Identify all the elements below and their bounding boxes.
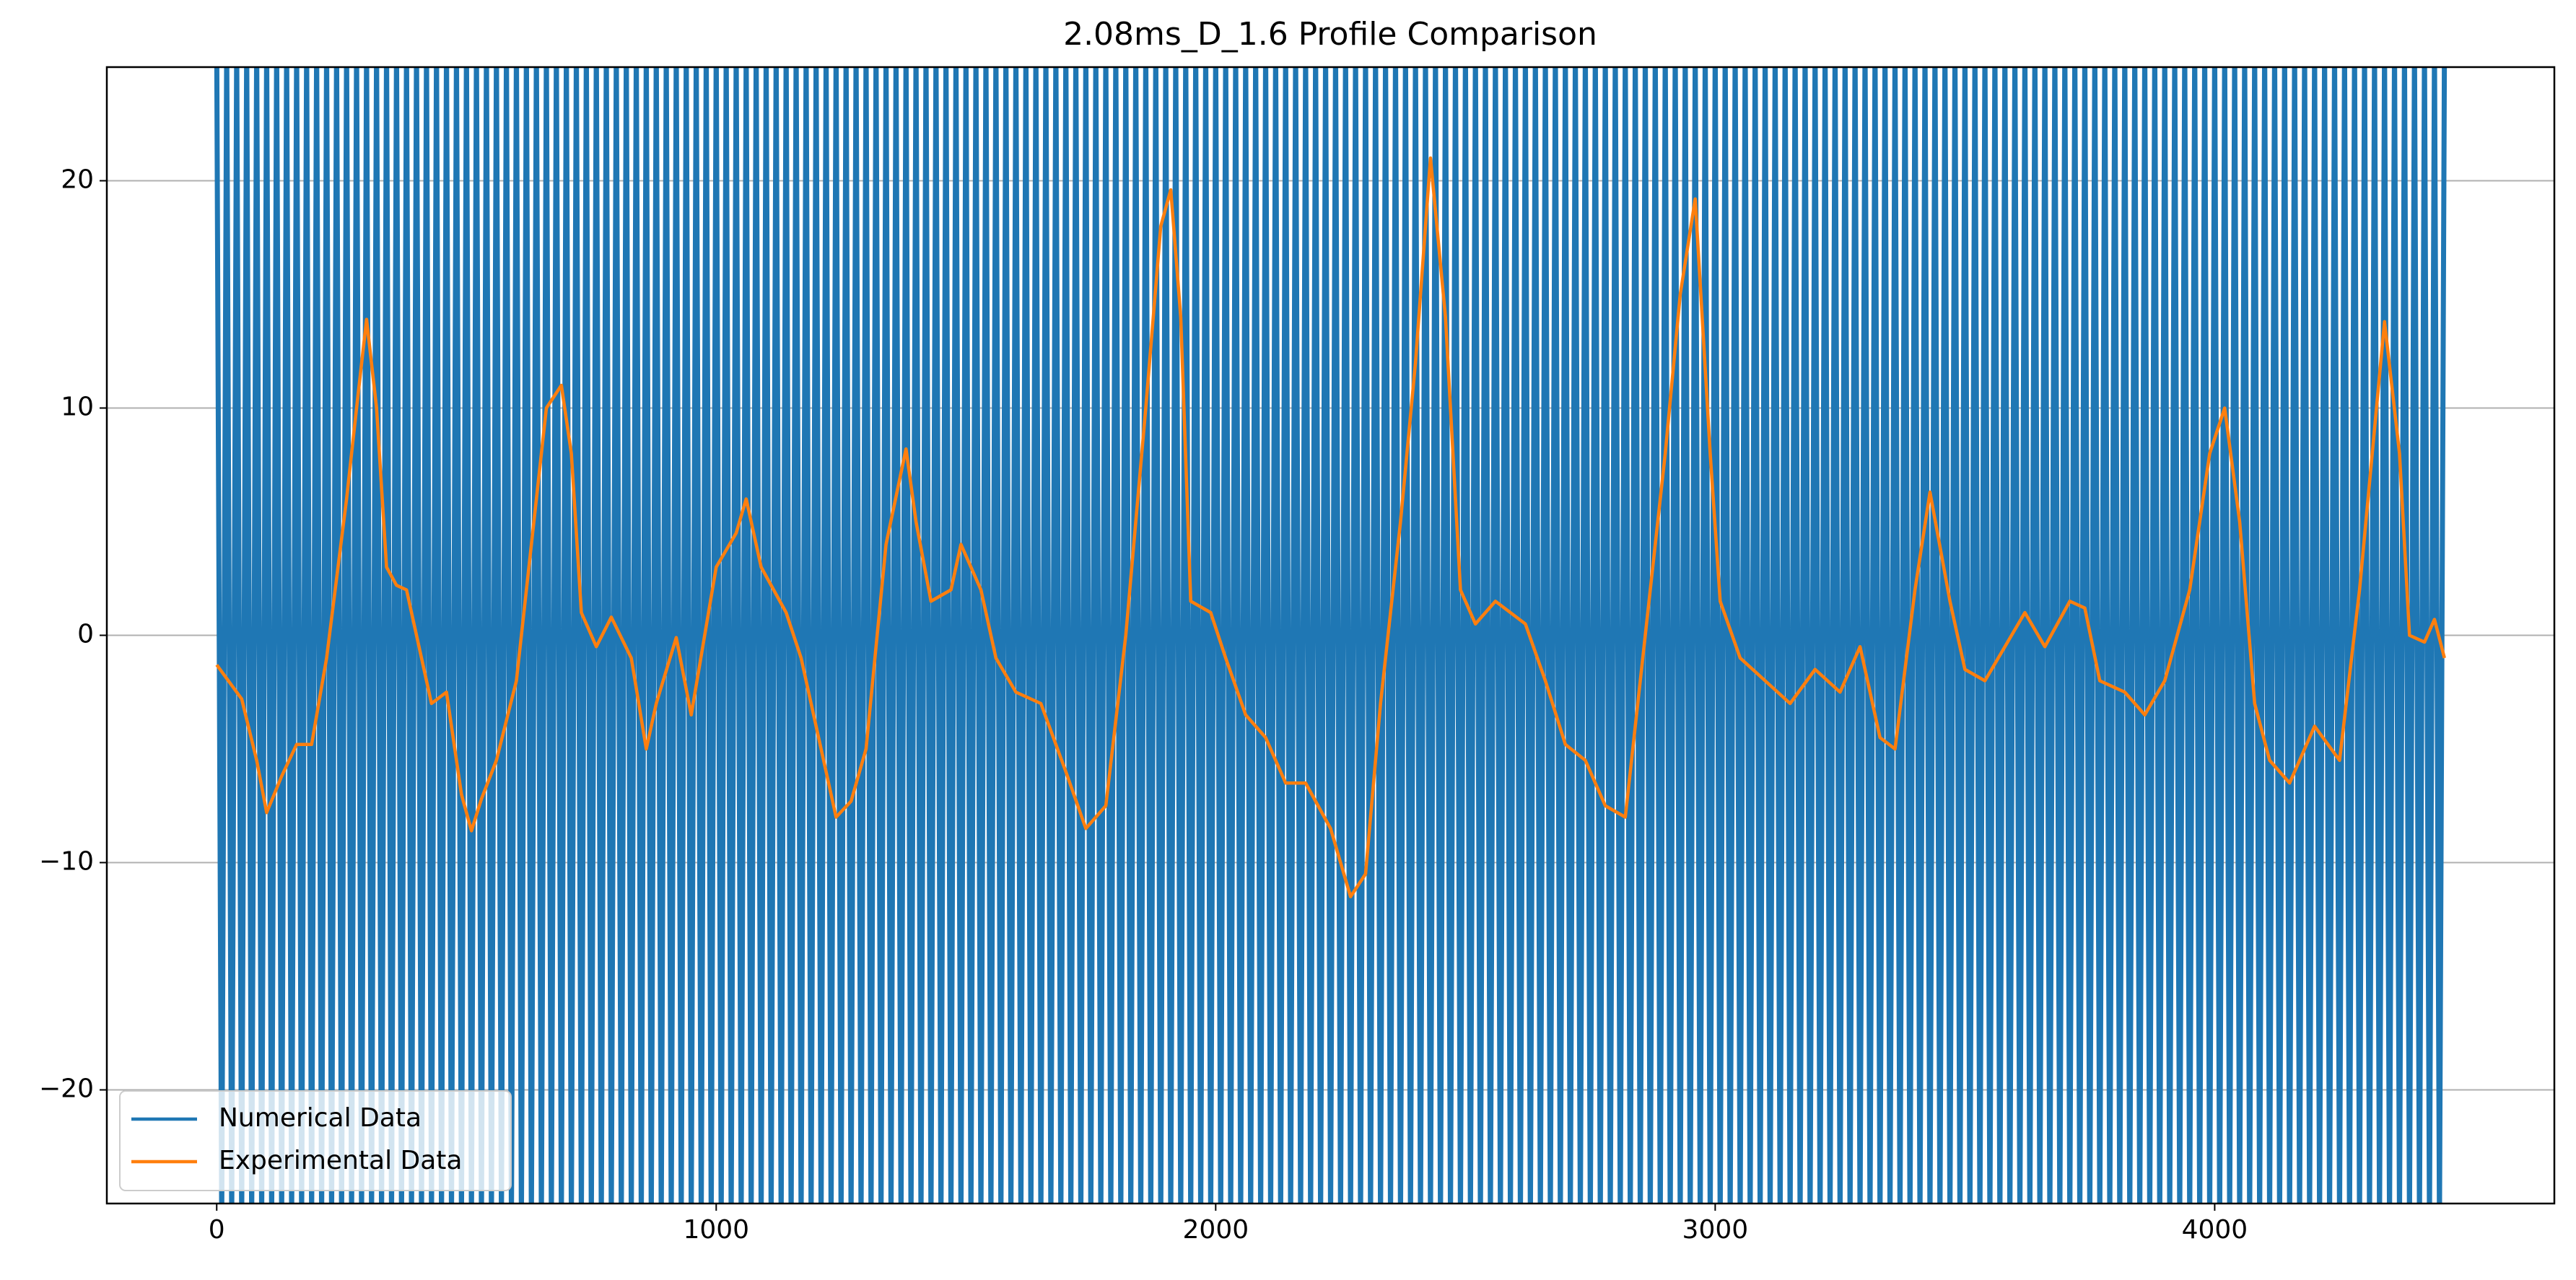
- axes-frame: [105, 66, 2556, 1205]
- x-tick-label: 4000: [2182, 1215, 2248, 1245]
- chart-title: 2.08ms_D_1.6 Profile Comparison: [1063, 16, 1597, 53]
- x-tick-label: 0: [209, 1215, 225, 1245]
- y-tick-label: 20: [61, 165, 94, 195]
- plot-area: [214, 67, 2448, 1204]
- legend-box: [119, 1090, 512, 1191]
- x-tick-label: 1000: [683, 1215, 749, 1245]
- y-tick-label: 0: [77, 620, 94, 649]
- x-tick-label: 2000: [1183, 1215, 1249, 1245]
- y-tick-label: 10: [61, 393, 94, 422]
- legend-label: Experimental Data: [219, 1146, 462, 1175]
- series-line: [215, 156, 2446, 898]
- y-tick-label: −10: [39, 847, 94, 877]
- x-tick-label: 3000: [1682, 1215, 1749, 1245]
- legend-label: Numerical Data: [219, 1103, 422, 1133]
- y-tick-label: −20: [39, 1074, 94, 1104]
- series-line: [214, 67, 2448, 1204]
